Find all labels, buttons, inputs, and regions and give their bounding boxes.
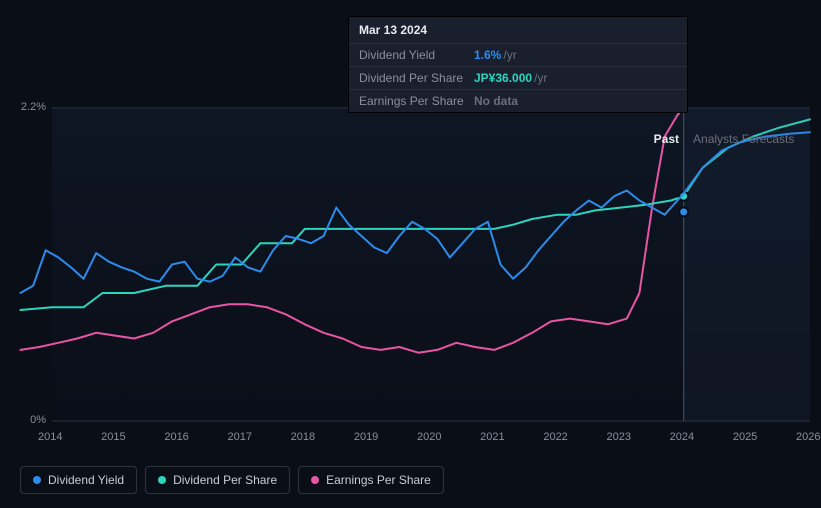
tooltip-row-label: Dividend Yield [359,48,474,62]
legend-label: Dividend Yield [48,473,124,487]
x-axis-tick-label: 2023 [607,431,631,443]
tooltip-row-suffix: /yr [534,71,547,85]
x-axis-tick-label: 2026 [796,431,820,443]
tab-analysts-forecasts[interactable]: Analysts Forecasts [693,132,794,146]
tooltip-row: Dividend Yield1.6% /yr [349,44,687,67]
legend-dot-icon [311,476,319,484]
x-axis-tick-label: 2018 [291,431,315,443]
chart-container: 0% 2.2% 2014 2015 2016 2017 2018 2019 2020 2021 2… [0,0,821,508]
y-axis-tick-label: 2.2% [21,101,46,113]
legend-label: Earnings Per Share [326,473,431,487]
tooltip-row: Earnings Per ShareNo data [349,90,687,112]
chart-legend: Dividend Yield Dividend Per Share Earnings… [20,466,444,494]
tooltip-row-label: Dividend Per Share [359,71,474,85]
x-axis-tick-label: 2021 [480,431,504,443]
legend-earnings-per-share[interactable]: Earnings Per Share [298,466,444,494]
x-axis-tick-label: 2022 [543,431,567,443]
x-axis-tick-label: 2017 [228,431,252,443]
legend-dot-icon [158,476,166,484]
y-axis-tick-label: 0% [30,414,46,426]
x-axis-tick-label: 2020 [417,431,441,443]
tab-past[interactable]: Past [654,132,679,146]
legend-dividend-per-share[interactable]: Dividend Per Share [145,466,290,494]
tooltip-row-value: No data [474,94,518,108]
tooltip-row-value: 1.6% [474,48,501,62]
marker-dot-dividend-yield [679,207,688,216]
x-axis-tick-label: 2019 [354,431,378,443]
tooltip-row-value: JP¥36.000 [474,71,532,85]
tooltip-row-label: Earnings Per Share [359,94,474,108]
x-axis-tick-label: 2014 [38,431,62,443]
x-axis-tick-label: 2025 [733,431,757,443]
legend-dividend-yield[interactable]: Dividend Yield [20,466,137,494]
tooltip-row-suffix: /yr [503,48,516,62]
chart-tooltip: Mar 13 2024 Dividend Yield1.6% /yrDivide… [348,16,688,113]
legend-dot-icon [33,476,41,484]
legend-label: Dividend Per Share [173,473,277,487]
x-axis-tick-label: 2016 [164,431,188,443]
tooltip-row: Dividend Per ShareJP¥36.000 /yr [349,67,687,90]
x-axis-tick-label: 2024 [670,431,694,443]
x-axis-tick-label: 2015 [101,431,125,443]
tooltip-date: Mar 13 2024 [349,17,687,44]
chart-tabs: Past Analysts Forecasts [654,132,795,146]
